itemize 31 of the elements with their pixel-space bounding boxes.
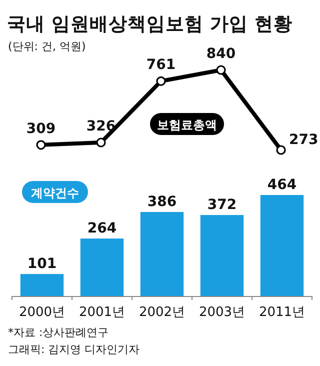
- bar: [20, 274, 64, 296]
- data-label: 386: [147, 194, 177, 210]
- x-tick-label: 2011년: [258, 305, 306, 320]
- text: 그래픽: 김지영 디자인기자: [8, 343, 140, 356]
- point: [156, 76, 166, 86]
- data-label: 761: [146, 57, 176, 74]
- bar: [260, 195, 304, 296]
- data-label: 464: [267, 177, 297, 193]
- bar: [80, 238, 124, 296]
- bar: [140, 212, 184, 296]
- data-label: 372: [207, 197, 237, 214]
- x-tick-label: 2002년: [138, 305, 186, 320]
- chart-subtitle: (단위: 건, 억원): [8, 40, 86, 53]
- data-label: 101: [27, 256, 57, 272]
- data-label: 264: [87, 220, 117, 237]
- bar: [200, 215, 244, 296]
- chart-title: 국내 임원배상책임보험 가입 현황: [7, 14, 292, 35]
- x-tick-label: 2000년: [18, 305, 66, 320]
- data-label: 273: [289, 132, 318, 148]
- point: [276, 145, 286, 155]
- x-tick-label: 2003년: [198, 305, 246, 320]
- data-label: 840: [206, 46, 236, 62]
- text: 계약건수: [31, 186, 79, 200]
- point: [216, 65, 226, 75]
- data-label: 326: [86, 118, 116, 135]
- data-label: 309: [26, 120, 56, 137]
- x-tick-label: 2001년: [78, 305, 126, 320]
- text: *자료 :상사판례연구: [8, 326, 109, 339]
- point: [96, 138, 106, 148]
- point: [36, 140, 46, 150]
- series-label: 보험료총액: [157, 118, 217, 132]
